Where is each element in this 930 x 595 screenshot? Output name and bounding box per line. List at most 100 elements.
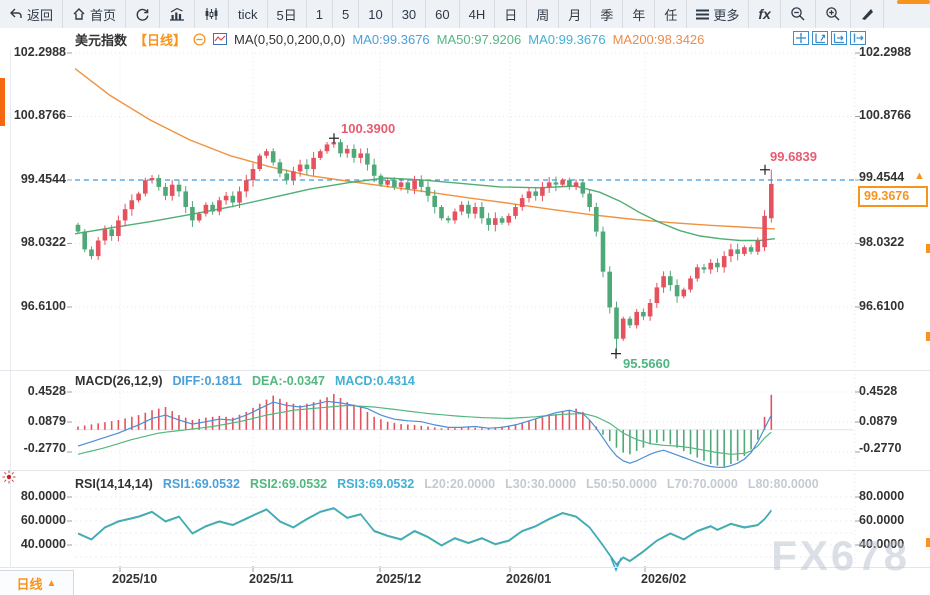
daily-label: 日 xyxy=(504,7,518,23)
top-right-accent xyxy=(897,0,930,4)
left-scroll-thumb[interactable] xyxy=(0,78,5,126)
ma200-value: MA200:98.3426 xyxy=(612,31,705,47)
indicator-bar: 美元指数 【日线】 MA(0,50,0,200,0,0) MA0:99.3676… xyxy=(0,28,930,50)
symbol-name: 美元指数 xyxy=(75,32,128,48)
rsi-axis-right-2: 40.0000 xyxy=(859,537,905,551)
back-button[interactable]: 返回 xyxy=(0,0,64,28)
back-icon xyxy=(10,8,22,18)
fx-icon: fx xyxy=(758,6,771,22)
more-button[interactable]: 更多 xyxy=(687,0,750,28)
rsi-axis-right-0: 80.0000 xyxy=(859,489,905,503)
draw-tool-button[interactable] xyxy=(851,0,884,28)
peak-marker xyxy=(329,133,339,144)
interval-10-label: 10 xyxy=(368,6,383,22)
interval-60-button[interactable]: 60 xyxy=(426,0,460,28)
back-label: 返回 xyxy=(27,7,54,23)
last-high-marker xyxy=(760,164,770,175)
date-label-0: 2025/10 xyxy=(112,572,158,586)
weekly-button[interactable]: 周 xyxy=(527,0,560,28)
daily-button[interactable]: 日 xyxy=(495,0,528,28)
menu-icon xyxy=(696,9,710,19)
interval-4h-label: 4H xyxy=(468,6,486,22)
rsi-axis-left-1: 60.0000 xyxy=(20,513,66,527)
monthly-button[interactable]: 月 xyxy=(559,0,592,28)
last-high-label: 99.6839 xyxy=(770,149,817,164)
indicator-settings-icon[interactable] xyxy=(2,470,16,484)
interval-4h-button[interactable]: 4H xyxy=(460,0,496,28)
macd-dea-value: DEA:-0.0347 xyxy=(252,374,325,388)
panel-separator-1 xyxy=(0,370,930,371)
rsi1-line xyxy=(77,507,772,566)
macd-dif-line xyxy=(77,400,772,468)
rsi-header: RSI(14,14,14) RSI1:69.0532 RSI2:69.0532 … xyxy=(75,477,819,493)
interval-5-button[interactable]: 5 xyxy=(333,0,360,28)
crosshair-tool-icon[interactable] xyxy=(793,31,809,45)
collapse-circle-icon[interactable] xyxy=(193,32,206,46)
price-axis-left-4: 96.6100 xyxy=(20,299,66,313)
refresh-button[interactable] xyxy=(126,0,161,28)
interval-10-button[interactable]: 10 xyxy=(359,0,393,28)
period-selector[interactable]: 日线 ▲ xyxy=(0,570,74,595)
zoom-in-icon xyxy=(826,7,840,21)
pen-icon xyxy=(861,9,873,20)
indicator-fx-button[interactable]: fx xyxy=(749,0,781,28)
refresh-icon xyxy=(136,8,149,21)
rsi-axis-left-0: 80.0000 xyxy=(20,489,66,503)
left-scroll-track[interactable] xyxy=(10,50,11,568)
price-axis-right-3: 98.0322 xyxy=(859,235,905,249)
price-axis-right-1: 100.8766 xyxy=(859,108,912,122)
interval-1-button[interactable]: 1 xyxy=(307,0,333,28)
rsi-title: RSI(14,14,14) xyxy=(75,477,153,491)
custom-interval-label: 任 xyxy=(664,7,678,23)
date-label-1: 2025/11 xyxy=(249,572,294,586)
xaxis-scale-tool-icon[interactable] xyxy=(831,31,847,45)
price-axis-left-3: 98.0322 xyxy=(20,235,66,249)
custom-interval-button[interactable]: 任 xyxy=(655,0,688,28)
date-label-3: 2026/01 xyxy=(506,572,552,586)
candlestick-icon xyxy=(205,8,218,20)
monthly-label: 月 xyxy=(568,7,582,23)
period-arrow-icon: ▲ xyxy=(46,577,57,589)
interval-5-label: 5 xyxy=(342,6,350,22)
chart-type-line-button[interactable] xyxy=(160,0,196,28)
rsi-l30: L30:30.0000 xyxy=(505,477,577,491)
peak-price-label: 100.3900 xyxy=(341,121,396,136)
yaxis-scale-tool-icon[interactable] xyxy=(812,31,828,45)
price-up-arrow: ▲ xyxy=(914,170,925,182)
5d-label: 5日 xyxy=(276,7,297,23)
macd-value: MACD:0.4314 xyxy=(334,374,415,388)
macd-dea-line xyxy=(77,404,772,455)
rsi3-value: RSI3:69.0532 xyxy=(337,477,415,491)
ma200-line xyxy=(74,68,776,230)
trough-marker xyxy=(611,348,621,359)
tick-button[interactable]: tick xyxy=(229,0,268,28)
zoom-in-button[interactable] xyxy=(816,0,851,28)
current-price-badge: 99.3676 xyxy=(858,186,928,207)
period-tag: 【日线】 xyxy=(134,32,187,48)
pan-right-tool-icon[interactable] xyxy=(850,31,866,45)
interval-60-label: 60 xyxy=(435,6,450,22)
edge-marker-2 xyxy=(926,332,930,341)
home-button[interactable]: 首页 xyxy=(63,0,127,28)
interval-30-button[interactable]: 30 xyxy=(393,0,427,28)
quarterly-button[interactable]: 季 xyxy=(591,0,624,28)
macd-histogram xyxy=(77,393,773,467)
macd-header: MACD(26,12,9) DIFF:0.1811 DEA:-0.0347 MA… xyxy=(75,374,415,390)
zoom-out-button[interactable] xyxy=(781,0,816,28)
chart-type-candle-button[interactable] xyxy=(195,0,230,28)
period-label: 日线 xyxy=(16,576,43,592)
rsi1-value: RSI1:69.0532 xyxy=(162,477,240,491)
macd-diff-value: DIFF:0.1811 xyxy=(172,374,243,388)
chart-scale-tools xyxy=(793,31,866,45)
mini-chart-icon[interactable] xyxy=(213,33,228,45)
rsi-l70: L70:70.0000 xyxy=(666,477,738,491)
price-axis-right-0: 102.2988 xyxy=(859,45,912,59)
yearly-button[interactable]: 年 xyxy=(623,0,656,28)
rsi-l20: L20:20.0000 xyxy=(424,477,496,491)
interval-1-label: 1 xyxy=(315,6,323,22)
ma0b-value: MA0:99.3676 xyxy=(528,31,606,47)
gridlines xyxy=(67,50,860,572)
5d-button[interactable]: 5日 xyxy=(268,0,307,28)
ma50-line xyxy=(74,177,776,242)
